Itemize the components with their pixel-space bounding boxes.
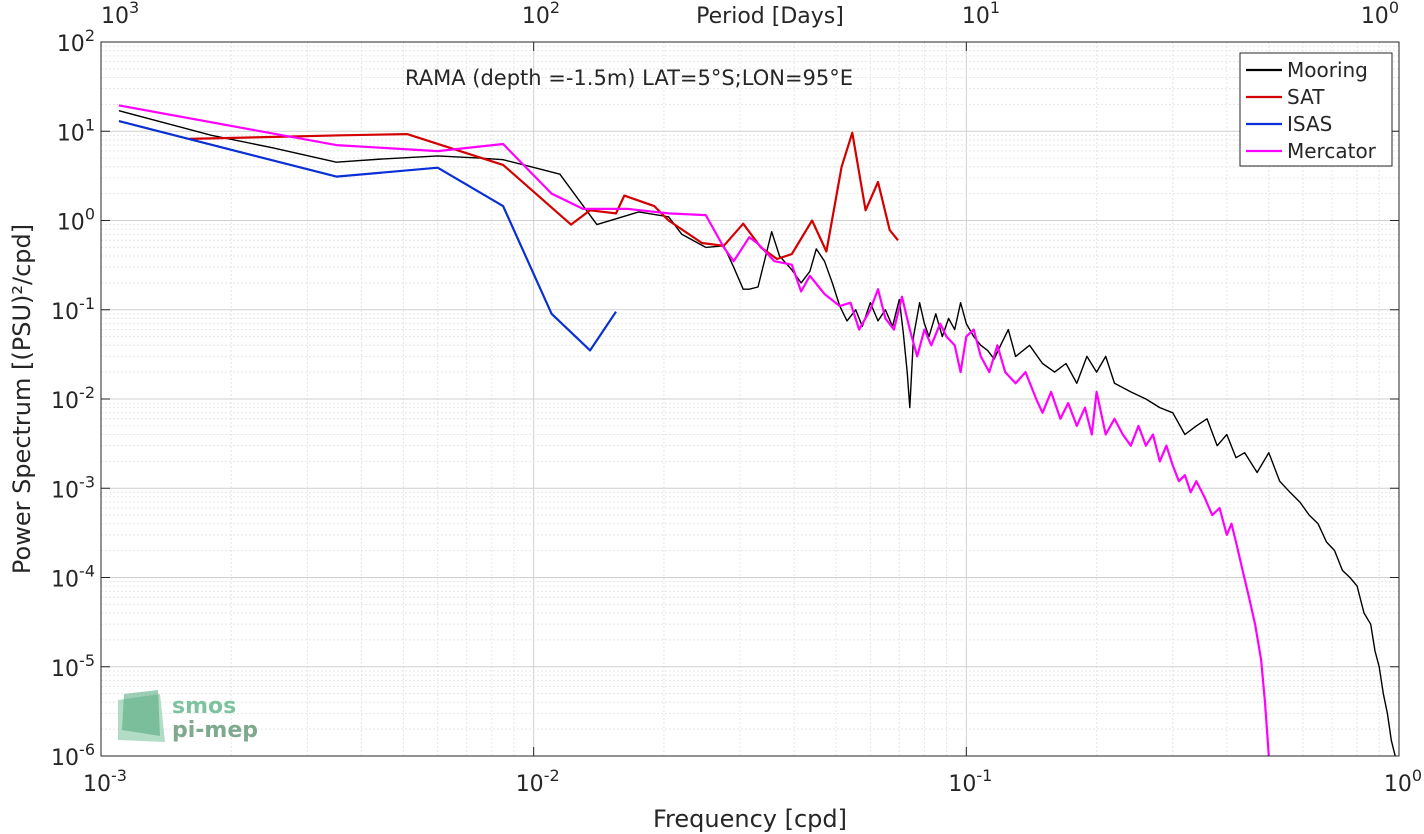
y-tick-label: 10-3 [51,472,95,503]
legend-label-isas: ISAS [1287,112,1332,136]
x-tick-label: 10-2 [516,766,560,797]
legend-label-mooring: Mooring [1287,58,1368,82]
top-x-tick-label: 103 [101,0,139,29]
series-line-isas [118,120,617,352]
series-line-sat [189,131,899,261]
top-x-axis-label: Period [Days] [696,4,844,29]
logo-text-pi-mep: pi-mep [172,718,258,743]
tick-labels: 10-3 10-2 10-1 100 10-6 10-5 10-4 10-3 10-2 10-1 1… [51,0,1422,797]
y-tick-label: 100 [57,205,95,236]
x-tick-label: 10-3 [83,766,127,797]
y-tick-label: 10-6 [51,740,95,771]
logo-text-smos: smos [172,694,236,719]
x-tick-label: 100 [1384,766,1422,797]
series-lines [118,104,1396,757]
top-x-tick-label: 100 [1361,0,1399,29]
y-tick-label: 10-2 [51,383,95,414]
legend: Mooring SAT ISAS Mercator [1239,52,1393,167]
x-tick-label: 10-1 [948,766,992,797]
top-x-tick-label: 101 [962,0,1000,29]
legend-label-sat: SAT [1287,85,1325,109]
y-axis-label: Power Spectrum [(PSU)²/cpd] [8,224,36,574]
y-tick-label: 10-5 [51,651,95,682]
y-tick-label: 101 [57,115,95,146]
series-line-mercator [118,104,1270,757]
logo-wave-shape [122,690,160,736]
y-tick-label: 10-1 [51,294,95,325]
axis-ticks [100,41,1400,757]
grid [100,42,1399,757]
legend-label-mercator: Mercator [1287,139,1377,163]
x-axis-label: Frequency [cpd] [653,805,847,833]
legend-box [1239,52,1393,167]
y-tick-label: 10-4 [51,562,95,593]
top-x-tick-label: 102 [522,0,560,29]
annotation-text: RAMA (depth =-1.5m) LAT=5°S;LON=95°E [405,66,853,90]
y-tick-label: 102 [57,26,95,57]
smos-pi-mep-logo: smos pi-mep [118,690,258,743]
series-line-mooring [118,110,1396,757]
